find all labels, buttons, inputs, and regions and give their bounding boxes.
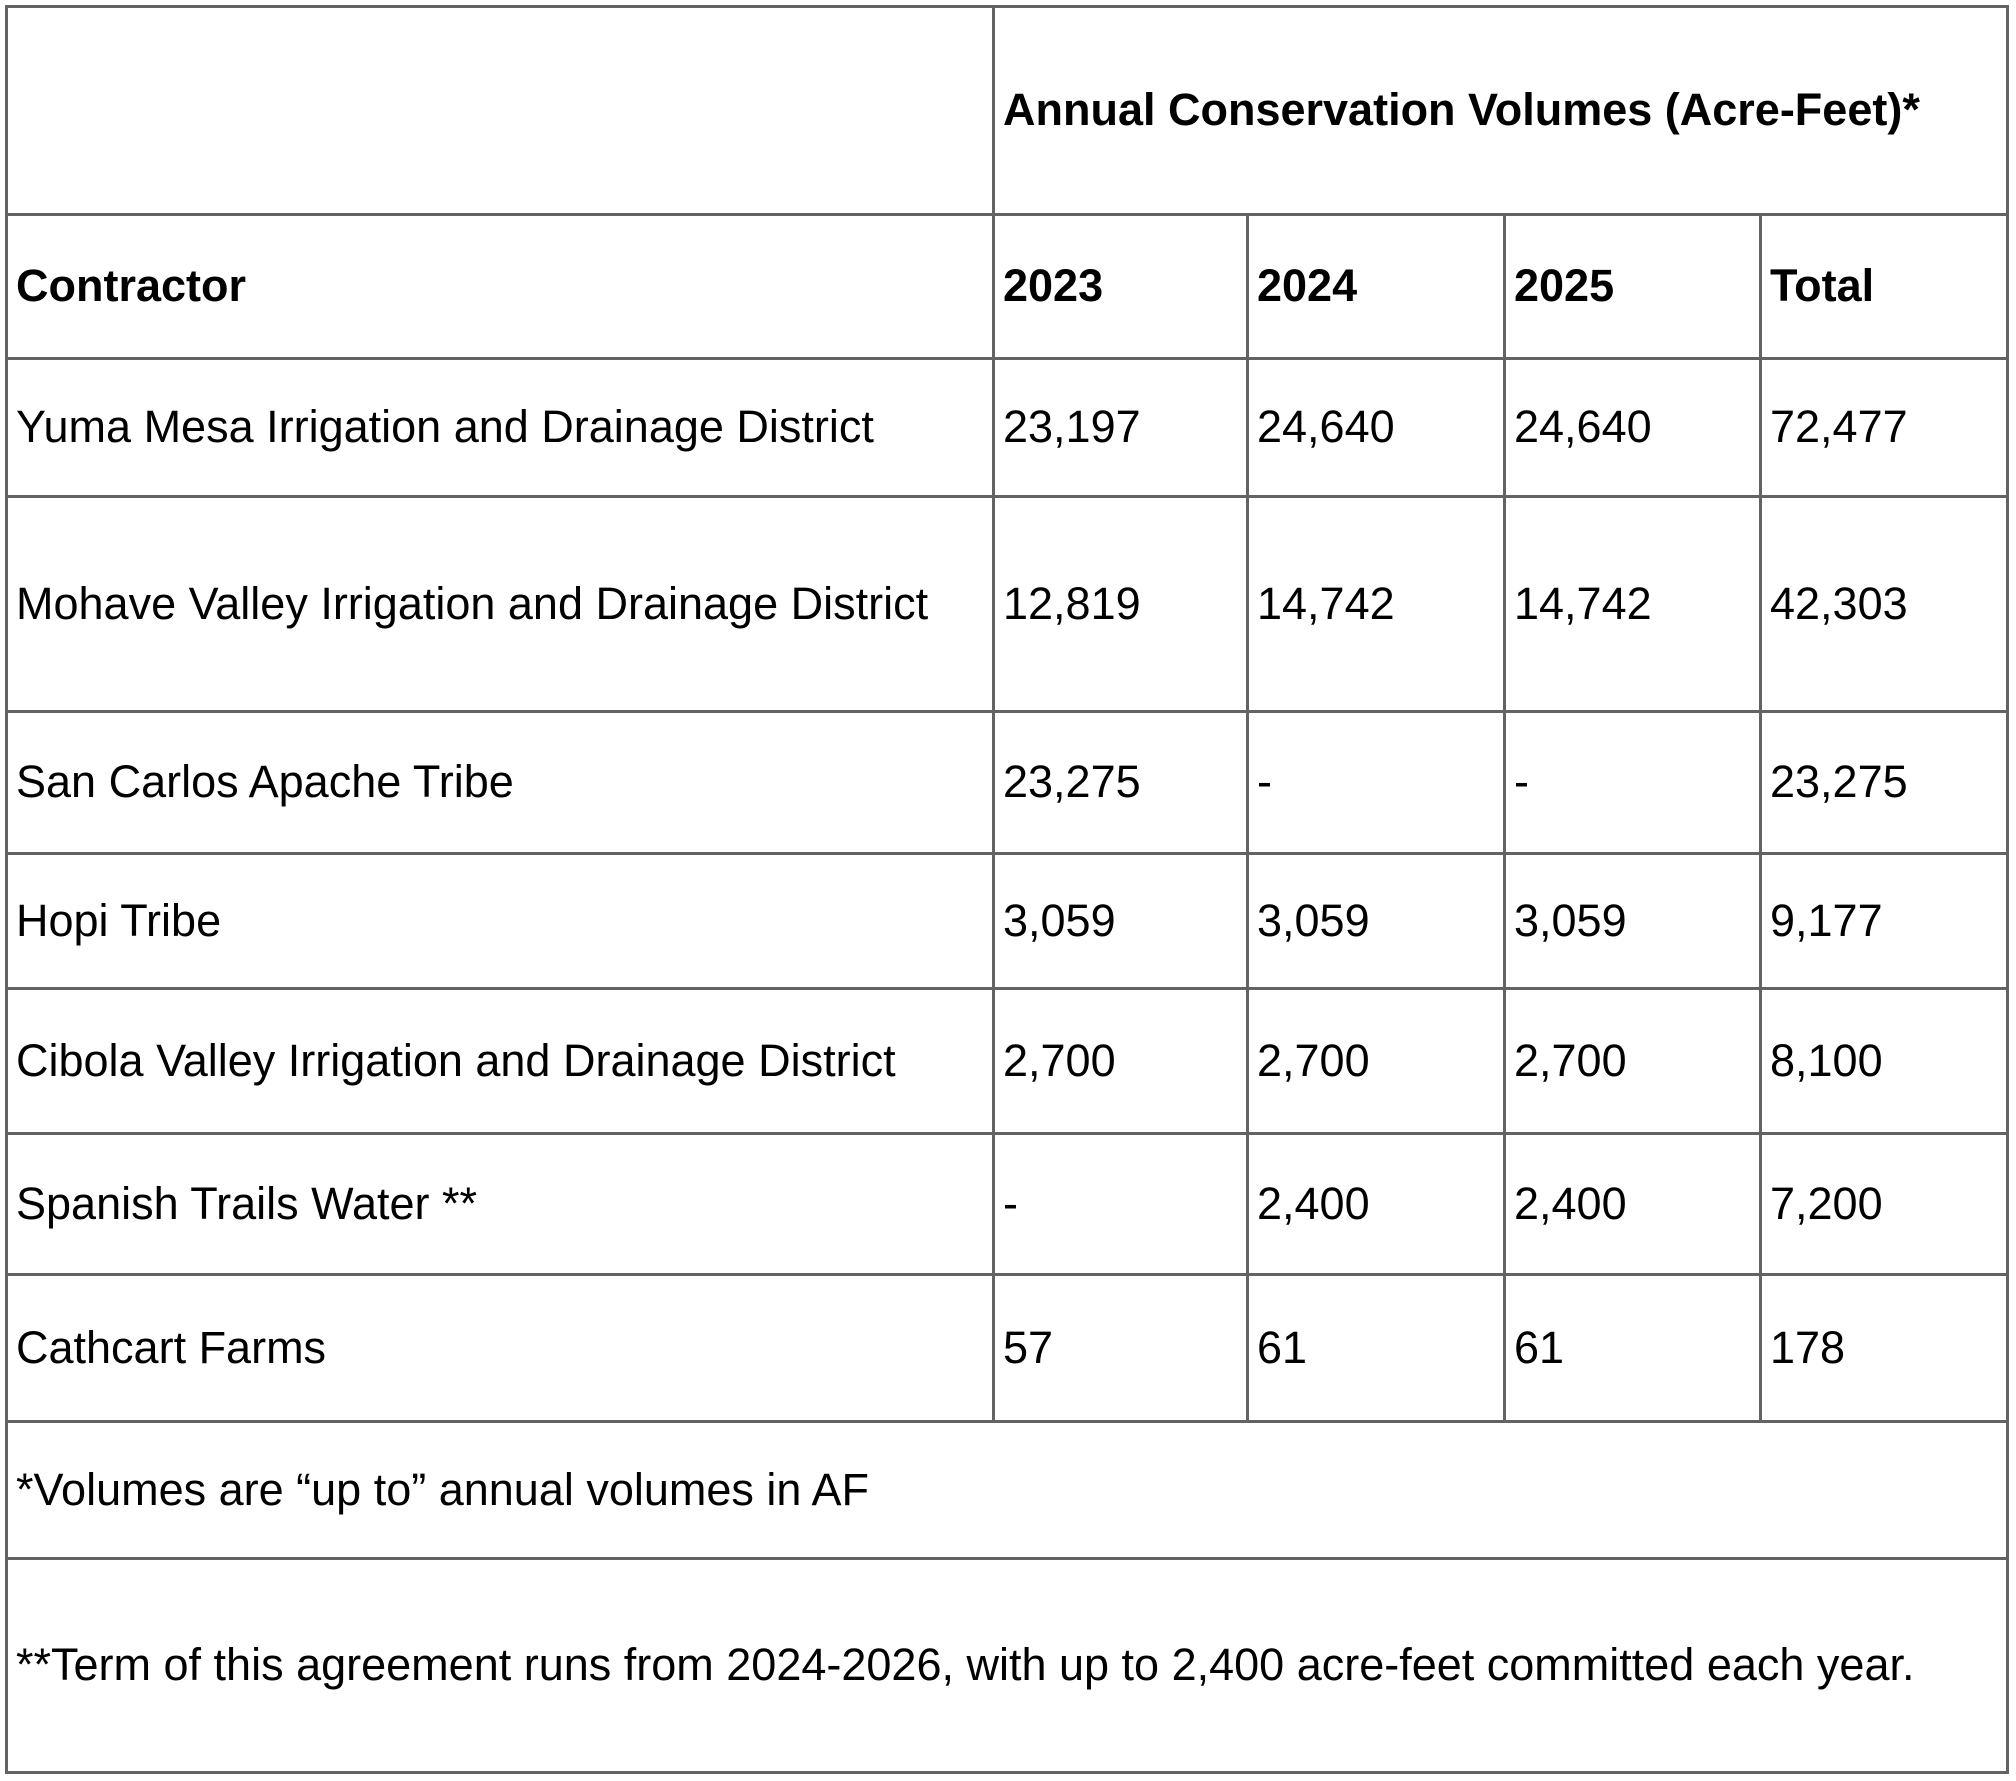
value-total-cell: 7,200 — [1758, 1132, 2010, 1276]
value-2025-cell: 14,742 — [1503, 495, 1762, 713]
col-header-2024: 2024 — [1246, 213, 1506, 360]
value-2024-cell: - — [1246, 710, 1506, 855]
value-2025-cell: 3,059 — [1503, 852, 1762, 990]
value-2025-cell: - — [1503, 710, 1762, 855]
value-2025-cell: 2,700 — [1503, 987, 1762, 1135]
footnote-volumes-text: *Volumes are “up to” annual volumes in A… — [4, 1420, 2010, 1560]
table-row-hopi: Hopi Tribe 3,059 3,059 3,059 9,177 — [5, 852, 2010, 990]
table-row-header-group: Annual Conservation Volumes (Acre-Feet)* — [5, 5, 2010, 216]
table-row-cathcart-farms: Cathcart Farms 57 61 61 178 — [5, 1273, 2010, 1423]
value-2023-cell: 23,275 — [992, 710, 1249, 855]
value-2023-cell: - — [992, 1132, 1249, 1276]
contractor-name-cell: Hopi Tribe — [5, 852, 995, 990]
value-total-cell: 178 — [1758, 1273, 2010, 1423]
table-row-mohave-valley: Mohave Valley Irrigation and Drainage Di… — [5, 495, 2010, 713]
col-header-2025: 2025 — [1503, 213, 1762, 360]
table-row-cibola-valley: Cibola Valley Irrigation and Drainage Di… — [5, 987, 2010, 1135]
value-total-cell: 8,100 — [1758, 987, 2010, 1135]
value-2024-cell: 2,700 — [1246, 987, 1506, 1135]
empty-corner-cell — [5, 5, 995, 216]
col-header-total: Total — [1758, 213, 2010, 360]
value-2023-cell: 2,700 — [992, 987, 1249, 1135]
conservation-volumes-table: Annual Conservation Volumes (Acre-Feet)*… — [4, 5, 2010, 1774]
value-2025-cell: 2,400 — [1503, 1132, 1762, 1276]
value-2023-cell: 23,197 — [992, 357, 1249, 498]
table-row-yuma-mesa: Yuma Mesa Irrigation and Drainage Distri… — [5, 357, 2010, 498]
footnote-term-text: **Term of this agreement runs from 2024-… — [4, 1557, 2010, 1774]
table-row-footnote-term: **Term of this agreement runs from 2024-… — [4, 1557, 2010, 1774]
value-2023-cell: 57 — [992, 1273, 1249, 1423]
contractor-name-cell: Yuma Mesa Irrigation and Drainage Distri… — [5, 357, 995, 498]
value-total-cell: 23,275 — [1758, 710, 2010, 855]
table-row-spanish-trails: Spanish Trails Water ** - 2,400 2,400 7,… — [5, 1132, 2010, 1276]
contractor-name-cell: Cibola Valley Irrigation and Drainage Di… — [5, 987, 995, 1135]
contractor-name-cell: Mohave Valley Irrigation and Drainage Di… — [5, 495, 995, 713]
value-total-cell: 9,177 — [1758, 852, 2010, 990]
value-2025-cell: 61 — [1503, 1273, 1762, 1423]
table-row-footnote-volumes: *Volumes are “up to” annual volumes in A… — [4, 1420, 2010, 1560]
value-total-cell: 42,303 — [1758, 495, 2010, 713]
contractor-name-cell: Spanish Trails Water ** — [5, 1132, 995, 1276]
table-row-column-headers: Contractor 2023 2024 2025 Total — [5, 213, 2010, 360]
value-2023-cell: 12,819 — [992, 495, 1249, 713]
value-2023-cell: 3,059 — [992, 852, 1249, 990]
col-header-2023: 2023 — [992, 213, 1249, 360]
value-2025-cell: 24,640 — [1503, 357, 1762, 498]
value-2024-cell: 24,640 — [1246, 357, 1506, 498]
value-2024-cell: 3,059 — [1246, 852, 1506, 990]
value-2024-cell: 61 — [1246, 1273, 1506, 1423]
header-annual-conservation-volumes: Annual Conservation Volumes (Acre-Feet)* — [991, 5, 2010, 216]
value-2024-cell: 2,400 — [1246, 1132, 1506, 1276]
contractor-name-cell: San Carlos Apache Tribe — [5, 710, 995, 855]
value-total-cell: 72,477 — [1758, 357, 2010, 498]
col-header-contractor: Contractor — [5, 213, 995, 360]
value-2024-cell: 14,742 — [1246, 495, 1506, 713]
table-row-san-carlos: San Carlos Apache Tribe 23,275 - - 23,27… — [5, 710, 2010, 855]
contractor-name-cell: Cathcart Farms — [5, 1273, 995, 1423]
